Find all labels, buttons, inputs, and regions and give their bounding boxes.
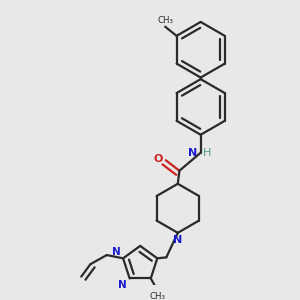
Text: N: N: [112, 247, 121, 257]
Text: CH₃: CH₃: [149, 292, 165, 300]
Text: N: N: [173, 236, 182, 245]
Text: H: H: [203, 148, 212, 158]
Text: N: N: [188, 148, 197, 158]
Text: CH₃: CH₃: [157, 16, 173, 25]
Text: O: O: [153, 154, 162, 164]
Text: N: N: [118, 280, 127, 290]
